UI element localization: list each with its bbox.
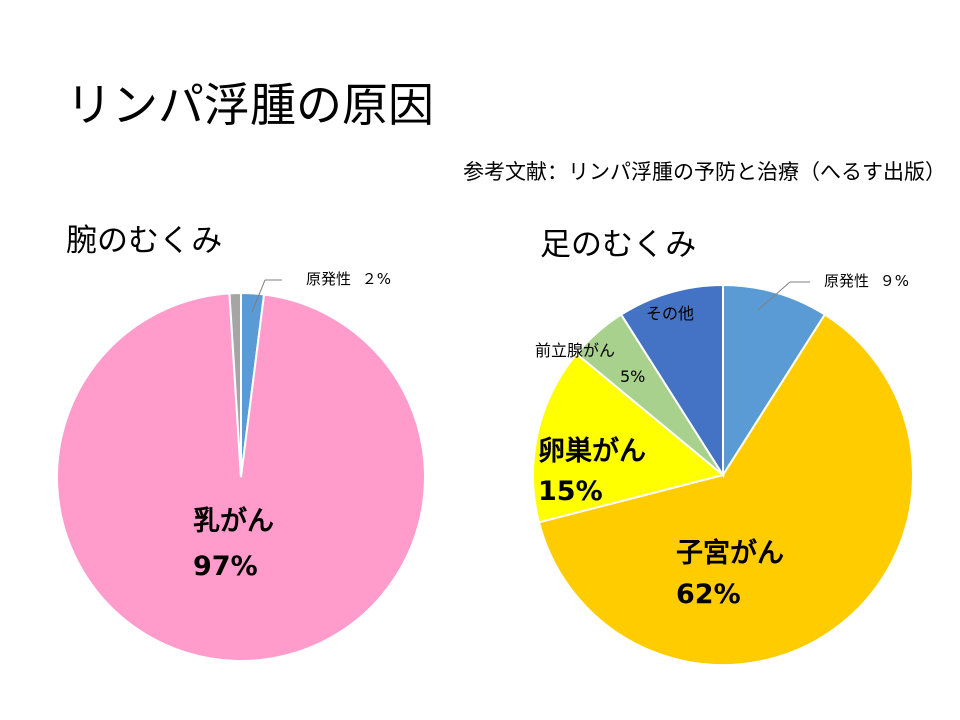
leg-uterine-name: 子宮がん	[676, 537, 784, 569]
arm-pie-chart	[56, 291, 426, 662]
leg-primary-label: 原発性 ９%	[824, 272, 909, 290]
leg-other-name: その他	[646, 304, 694, 323]
leg-pie-slice-0	[722, 283, 827, 479]
arm-breast-name: 乳がん	[193, 505, 274, 537]
leg-uterine-value: 62%	[676, 579, 741, 610]
leg-ovarian-name: 卵巣がん	[538, 435, 646, 467]
leg-primary-leader-line	[757, 281, 791, 311]
leg-pie-chart	[532, 283, 914, 667]
arm-breast-value: 97%	[193, 551, 258, 582]
leg-pie-slice-2	[532, 352, 726, 524]
leg-prostate-name: 前立腺がん	[535, 341, 615, 360]
arm-primary-leader-line	[251, 279, 266, 313]
leg-primary-name: 原発性	[824, 272, 869, 290]
arm-chart-title: 腕のむくみ	[66, 223, 223, 259]
leg-primary-value: ９%	[880, 272, 909, 290]
slide-title: リンパ浮腫の原因	[66, 78, 434, 132]
leg-ovarian-value: 15%	[538, 476, 603, 507]
reference-citation: 参考文献：リンパ浮腫の予防と治療（へるす出版）	[463, 160, 946, 184]
leg-pie-slice-1	[537, 313, 914, 667]
arm-pie-slice-2	[228, 291, 242, 478]
arm-primary-label: 原発性 ２%	[306, 270, 391, 288]
arm-primary-value: ２%	[362, 270, 391, 288]
leg-chart-title: 足のむくみ	[540, 227, 697, 263]
arm-primary-name: 原発性	[306, 270, 351, 288]
leg-prostate-value: 5%	[620, 367, 645, 386]
leg-pie-slice-4	[619, 283, 724, 479]
arm-pie-slice-1	[56, 292, 426, 662]
